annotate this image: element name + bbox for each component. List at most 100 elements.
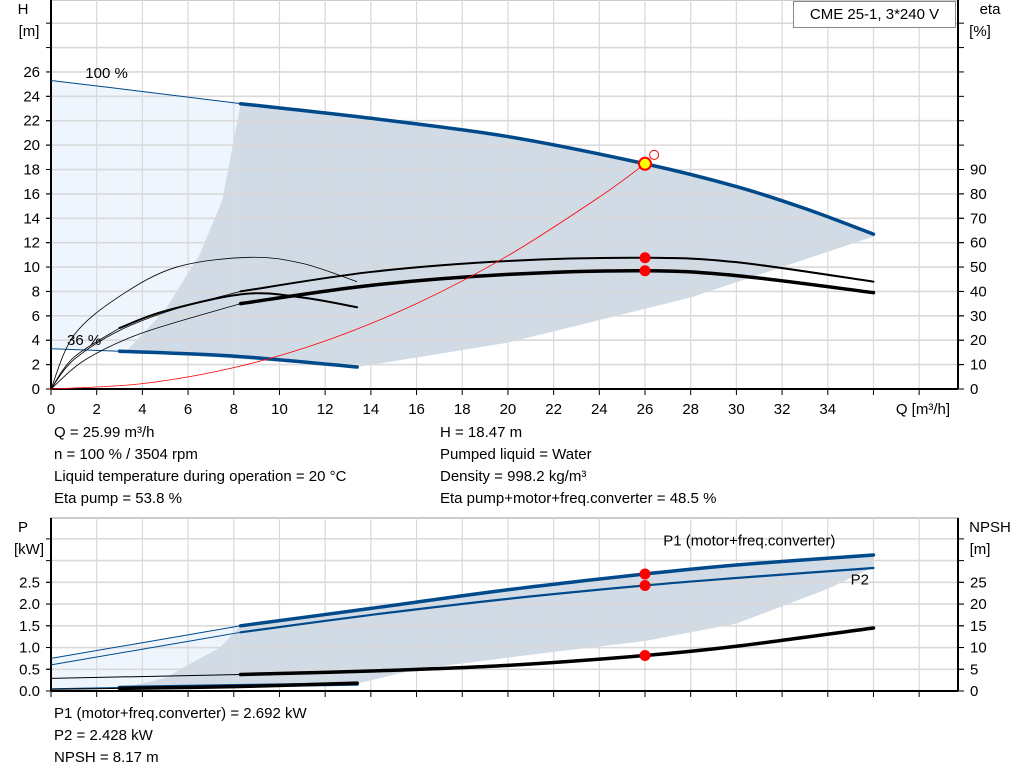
info-density: Density = 998.2 kg/m³	[440, 468, 587, 485]
chart2-operating-dot	[639, 649, 651, 661]
chart1-x-tick-label: 12	[317, 401, 334, 418]
chart1-y-tick-label: 22	[23, 113, 40, 130]
chart1-y-tick-label: 8	[32, 283, 40, 300]
chart2-y2-tick-label: 25	[970, 574, 987, 591]
chart2-y2-axis-unit: [m]	[970, 541, 991, 558]
chart1-eta-curve-extrapolated-5	[50, 256, 358, 390]
chart1-x-tick-label: 34	[819, 401, 836, 418]
chart1-y-tick-label: 18	[23, 162, 40, 179]
chart1-y-tick-label: 10	[23, 259, 40, 276]
chart1-y-tick-label: 20	[23, 137, 40, 154]
chart1-y2-tick-label: 50	[970, 259, 987, 276]
chart1-x-tick-label: 2	[93, 401, 101, 418]
chart2-series-label: P2	[851, 572, 869, 589]
chart1-x-axis-label: Q [m³/h]	[896, 401, 950, 418]
chart2-p1-curve-extrapolated-3	[50, 687, 120, 690]
chart1-curve-label: 36 %	[67, 332, 101, 349]
info-q: Q = 25.99 m³/h	[54, 424, 155, 441]
chart1-x-tick-label: 30	[728, 401, 745, 418]
info-temperature: Liquid temperature during operation = 20…	[54, 468, 347, 485]
chart1-y-tick-label: 12	[23, 235, 40, 252]
chart2-y-tick-label: 1.5	[19, 618, 40, 635]
chart1-y2-tick-label: 80	[970, 186, 987, 203]
chart1-y2-tick-label: 90	[970, 162, 987, 179]
chart2-npsh-curve-2	[238, 626, 876, 677]
chart1-y-tick-label: 6	[32, 308, 40, 325]
chart1-y2-tick-label: 0	[970, 381, 978, 398]
chart1-operating-dot	[639, 265, 651, 277]
chart2-y-tick-label: 0.5	[19, 661, 40, 678]
chart1-y2-tick-label: 60	[970, 235, 987, 252]
pump-model: CME 25-1, 3*240 V	[809, 6, 940, 23]
info-h: H = 18.47 m	[440, 424, 523, 441]
chart1-y-tick-label: 26	[23, 64, 40, 81]
chart1-y2-tick-label: 40	[970, 283, 987, 300]
chart1-y2-axis-unit: [%]	[969, 23, 991, 40]
chart1-y-axis-label: H	[18, 1, 29, 18]
chart2-y-tick-label: 1.0	[19, 640, 40, 657]
chart1-eta-curve-2	[239, 256, 875, 293]
chart1-y-tick-label: 0	[32, 381, 40, 398]
chart1-x-tick-label: 4	[138, 401, 146, 418]
chart1-x-tick-label: 26	[637, 401, 654, 418]
info-eta-total: Eta pump+motor+freq.converter = 48.5 %	[440, 490, 717, 507]
chart1-x-tick-label: 20	[500, 401, 517, 418]
info-p2: P2 = 2.428 kW	[54, 727, 153, 744]
chart1-qh-curve-0	[238, 101, 876, 236]
chart2-p1-curve-0	[238, 553, 876, 628]
chart1-operating-dot	[639, 252, 651, 264]
chart2-npsh-curve-extrapolated-2	[50, 673, 241, 679]
chart1-y2-tick-label: 30	[970, 308, 987, 325]
chart2-y2-tick-label: 0	[970, 683, 978, 700]
chart1-curve-label: 100 %	[85, 65, 128, 82]
chart1-eta-curve-extrapolated-4	[50, 327, 120, 390]
info-npsh: NPSH = 8.17 m	[54, 749, 159, 766]
info-n: n = 100 % / 3504 rpm	[54, 446, 198, 463]
chart1-eta-bold-curve-extrapolated-3	[50, 303, 241, 390]
chart2-y2-tick-label: 15	[970, 618, 987, 635]
chart1-open-point	[649, 149, 660, 160]
chart1-duty-point	[638, 156, 653, 171]
chart1-y-tick-label: 24	[23, 88, 40, 105]
chart1-light-operating-area	[51, 80, 241, 352]
chart1-qh-curve-extrapolated-1	[50, 348, 120, 352]
chart1-system-curve-6	[50, 163, 646, 390]
chart2-y2-tick-label: 20	[970, 596, 987, 613]
chart2-light-operating-area	[51, 625, 241, 691]
chart1-y-tick-label: 14	[23, 210, 40, 227]
chart1-y2-tick-label: 70	[970, 210, 987, 227]
chart2-npsh-curve-4	[117, 681, 359, 691]
chart2-p2-curve-extrapolated-1	[50, 631, 241, 666]
chart2-operating-dot	[639, 568, 651, 580]
info-p1: P1 (motor+freq.converter) = 2.692 kW	[54, 705, 307, 722]
chart1-y-tick-label: 2	[32, 357, 40, 374]
chart1-y-tick-label: 16	[23, 186, 40, 203]
chart2-y2-axis-label: NPSH	[969, 519, 1011, 536]
info-eta-pump: Eta pump = 53.8 %	[54, 490, 182, 507]
chart2-y2-tick-label: 5	[970, 661, 978, 678]
chart1-y2-axis-label: eta	[980, 1, 1002, 18]
chart2-npsh-curve-extrapolated-4	[50, 687, 120, 690]
chart2-y-tick-label: 2.5	[19, 574, 40, 591]
chart1-x-tick-label: 16	[408, 401, 425, 418]
chart2-p1-curve-extrapolated-0	[50, 625, 241, 659]
info-liquid: Pumped liquid = Water	[440, 446, 592, 463]
chart1-x-tick-label: 6	[184, 401, 192, 418]
chart2-y-axis-label: P	[18, 519, 28, 536]
chart1-x-tick-label: 8	[230, 401, 238, 418]
chart1-qh-curve-extrapolated-0	[50, 80, 241, 105]
chart1-qh-curve-1	[117, 349, 359, 369]
chart2-y2-tick-label: 10	[970, 640, 987, 657]
chart1-x-tick-label: 18	[454, 401, 471, 418]
chart1-x-tick-label: 14	[363, 401, 380, 418]
chart2-series-label: P1 (motor+freq.converter)	[663, 532, 835, 549]
chart1-y-tick-label: 4	[32, 332, 40, 349]
chart2-p2-curve-1	[239, 566, 875, 634]
chart1-eta-bold-curve-3	[238, 268, 876, 306]
chart1-y-axis-unit: [m]	[19, 23, 40, 40]
chart1-x-tick-label: 24	[591, 401, 608, 418]
chart2-dark-operating-area	[119, 554, 874, 689]
chart1-x-tick-label: 10	[271, 401, 288, 418]
chart1-x-tick-label: 0	[47, 401, 55, 418]
